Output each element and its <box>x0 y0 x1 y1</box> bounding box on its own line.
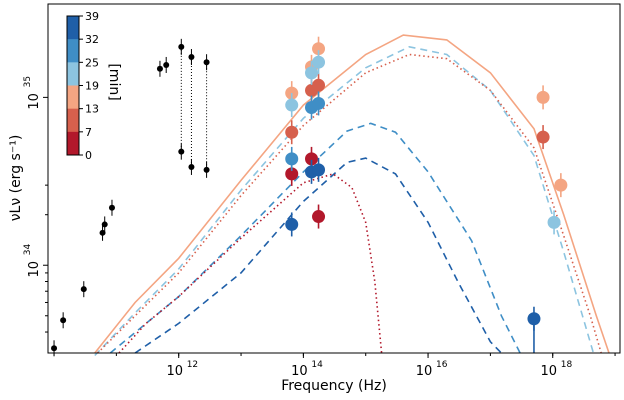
colorbar-segment <box>67 16 79 40</box>
flare-point <box>312 78 326 92</box>
historical-point <box>178 148 185 155</box>
flare-point <box>536 130 550 144</box>
colorbar-tick-label: 39 <box>85 10 99 23</box>
flare-point <box>312 210 326 224</box>
y-tick-label: 10 <box>27 261 42 278</box>
colorbar-segment <box>67 108 79 133</box>
y-tick-exponent: 34 <box>23 244 33 256</box>
historical-range-lines <box>180 46 208 170</box>
historical-point <box>99 229 106 236</box>
flare-point <box>285 167 299 181</box>
colorbar-segment <box>67 39 79 63</box>
flare-point <box>312 55 326 69</box>
historical-point <box>178 43 185 50</box>
flare-point <box>312 96 326 110</box>
flare-point <box>536 90 550 104</box>
x-tick-label: 10 <box>416 364 433 379</box>
colorbar-tick-label: 19 <box>85 80 99 93</box>
colorbar-tick-label: 0 <box>85 149 92 162</box>
flare-point <box>312 163 326 177</box>
historical-point <box>101 221 108 228</box>
x-tick-exponent: 12 <box>187 360 198 370</box>
x-tick-exponent: 14 <box>311 360 323 370</box>
x-tick-label: 10 <box>166 364 183 379</box>
colorbar-segment <box>67 62 79 86</box>
flare-point <box>285 152 299 166</box>
historical-point <box>60 317 67 324</box>
colorbar-tick-label: 25 <box>85 56 99 69</box>
model-curves <box>94 34 610 357</box>
flare-point <box>305 66 319 80</box>
model-curve-dashed <box>134 157 502 354</box>
historical-point <box>188 54 195 61</box>
flare-point <box>285 217 299 231</box>
historical-point <box>156 65 163 72</box>
data-points <box>51 36 568 357</box>
model-curve-dashed <box>109 122 521 354</box>
colorbar-tick-label: 13 <box>85 103 99 116</box>
historical-point <box>80 286 87 293</box>
flare-point <box>285 98 299 112</box>
colorbar-segment <box>67 131 79 156</box>
model-curve-dotted <box>97 53 602 354</box>
colorbar-tick-label: 7 <box>85 126 92 139</box>
x-tick-exponent: 18 <box>561 360 573 370</box>
historical-point <box>203 166 210 173</box>
flare-point <box>285 125 299 139</box>
x-axis-label: Frequency (Hz) <box>281 378 387 394</box>
y-axis-label: νLν (erg s⁻¹) <box>8 135 24 222</box>
colorbar: 39 32 25 19 13 7 0 <box>66 10 99 162</box>
x-tick-label: 10 <box>291 364 308 379</box>
flare-point <box>312 42 326 56</box>
y-tick-label: 10 <box>27 93 42 110</box>
plot-frame <box>47 3 621 354</box>
flare-point <box>547 215 561 229</box>
flare-point <box>554 178 568 192</box>
colorbar-label: [min] <box>106 63 122 100</box>
x-tick-exponent: 16 <box>436 360 448 370</box>
y-tick-label-group: 10 35 <box>23 76 42 110</box>
x-tick-label: 10 <box>540 364 557 379</box>
model-curve-dashed <box>94 45 595 357</box>
y-tick-exponent: 35 <box>23 76 33 87</box>
flare-point <box>305 152 319 166</box>
historical-point <box>163 61 170 68</box>
model-curve-solid <box>94 34 610 354</box>
colorbar-tick-label: 32 <box>85 33 99 46</box>
historical-point <box>108 204 115 211</box>
colorbar-segment <box>67 85 79 110</box>
historical-point <box>51 345 58 352</box>
historical-point <box>203 59 210 66</box>
historical-point <box>188 163 195 170</box>
